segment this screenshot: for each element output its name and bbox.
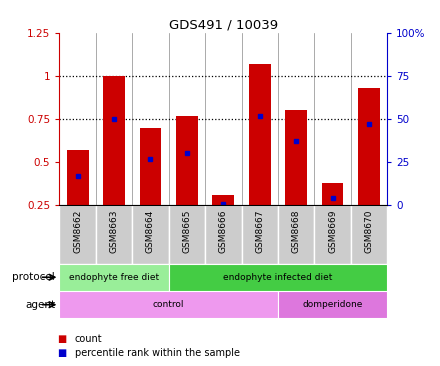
- Text: ■: ■: [57, 348, 66, 358]
- Bar: [314, 205, 351, 264]
- Text: GSM8662: GSM8662: [73, 210, 82, 253]
- Text: GSM8665: GSM8665: [182, 210, 191, 253]
- Text: GSM8664: GSM8664: [146, 210, 155, 253]
- Bar: [67, 150, 88, 205]
- Bar: [176, 116, 198, 205]
- Bar: [59, 205, 96, 264]
- Title: GDS491 / 10039: GDS491 / 10039: [169, 19, 278, 32]
- Bar: [213, 195, 234, 205]
- Text: GSM8669: GSM8669: [328, 210, 337, 253]
- Bar: [249, 64, 271, 205]
- Bar: [132, 205, 169, 264]
- Bar: [278, 205, 314, 264]
- Text: endophyte infected diet: endophyte infected diet: [223, 273, 333, 282]
- Bar: [59, 264, 169, 291]
- Text: control: control: [153, 300, 184, 309]
- Text: GSM8667: GSM8667: [255, 210, 264, 253]
- Bar: [358, 88, 380, 205]
- Bar: [322, 183, 344, 205]
- Bar: [169, 205, 205, 264]
- Text: GSM8663: GSM8663: [110, 210, 118, 253]
- Text: GSM8666: GSM8666: [219, 210, 228, 253]
- Bar: [205, 205, 242, 264]
- Text: agent: agent: [25, 300, 55, 310]
- Text: endophyte free diet: endophyte free diet: [69, 273, 159, 282]
- Bar: [139, 127, 161, 205]
- Bar: [242, 205, 278, 264]
- Bar: [103, 76, 125, 205]
- Text: domperidone: domperidone: [302, 300, 363, 309]
- Text: percentile rank within the sample: percentile rank within the sample: [75, 348, 240, 358]
- Text: count: count: [75, 333, 103, 344]
- Bar: [285, 111, 307, 205]
- Bar: [169, 264, 387, 291]
- Text: GSM8670: GSM8670: [364, 210, 374, 253]
- Bar: [59, 291, 278, 318]
- Text: protocol: protocol: [12, 272, 55, 282]
- Text: GSM8668: GSM8668: [292, 210, 301, 253]
- Bar: [351, 205, 387, 264]
- Bar: [278, 291, 387, 318]
- Bar: [96, 205, 132, 264]
- Text: ■: ■: [57, 333, 66, 344]
